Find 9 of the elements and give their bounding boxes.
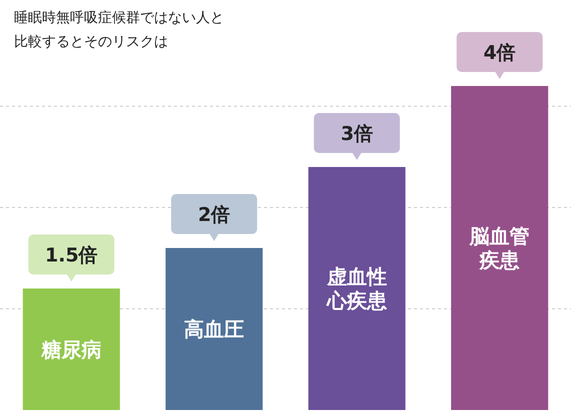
value-label: 4倍 — [484, 42, 516, 64]
category-label: 虚血性心疾患 — [326, 264, 387, 312]
value-label: 2倍 — [198, 204, 230, 226]
category-label: 脳血管疾患 — [470, 224, 530, 272]
category-label: 高血圧 — [184, 317, 244, 341]
title: 睡眠時無呼吸症候群ではない人と比較するとそのリスクは — [14, 10, 224, 50]
value-label: 3倍 — [340, 123, 373, 145]
value-label: 1.5倍 — [45, 244, 98, 266]
category-label: 糖尿病 — [41, 337, 102, 362]
